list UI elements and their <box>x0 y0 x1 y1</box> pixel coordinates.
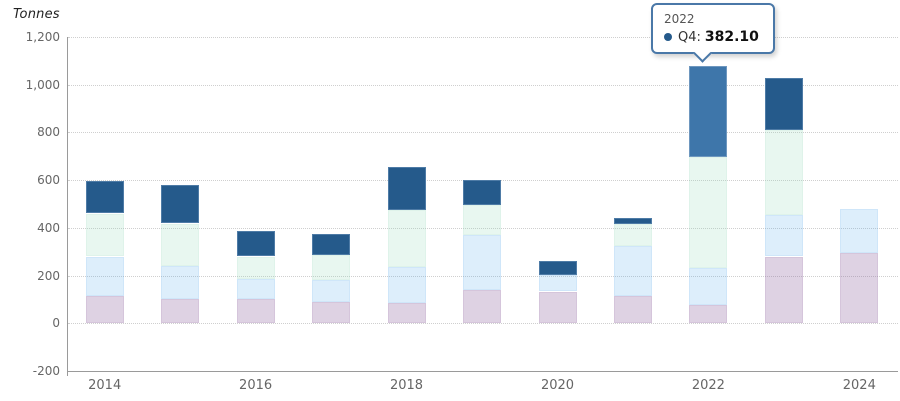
tooltip-series-label: Q4: <box>678 29 701 45</box>
y-tick-label: 400 <box>37 220 60 235</box>
bar-2014-q4[interactable] <box>85 181 124 214</box>
bar-2014-q3[interactable] <box>85 213 124 257</box>
bar-2015-q3[interactable] <box>161 223 200 267</box>
y-tick-label: 200 <box>37 268 60 283</box>
bar-2019-q1[interactable] <box>463 289 501 324</box>
gridline-400 <box>68 227 898 229</box>
y-tick-label: -200 <box>32 364 60 378</box>
x-tick-label: 2018 <box>389 378 424 393</box>
gridline-200 <box>68 275 898 277</box>
bar-2018-q2[interactable] <box>387 267 426 303</box>
tooltip-value: 382.10 <box>704 29 759 45</box>
bar-2018-q3[interactable] <box>387 210 426 268</box>
bar-2017-q4[interactable] <box>312 233 351 256</box>
bar-2024-q2[interactable] <box>840 208 879 253</box>
gridline-800 <box>68 132 898 134</box>
bar-2023-q1[interactable] <box>764 256 803 324</box>
bar-2018-q1[interactable] <box>387 303 426 324</box>
y-axis-title: Tonnes <box>13 7 60 22</box>
x-tick-label: 2020 <box>540 378 575 393</box>
bar-2023-q4[interactable] <box>764 77 803 131</box>
series-bullet-icon <box>664 33 672 41</box>
bar-2020-q4[interactable] <box>538 261 577 276</box>
bar-2021-q1[interactable] <box>613 295 652 324</box>
y-tick-label: 800 <box>37 125 60 140</box>
x-tick-label: 2014 <box>88 378 122 393</box>
bar-2019-q4[interactable] <box>463 180 501 206</box>
tooltip-row: Q4: 382.10 <box>664 29 759 45</box>
x-axis-tick <box>67 371 68 376</box>
bar-2020-q2[interactable] <box>538 275 577 292</box>
bar-2014-q1[interactable] <box>85 295 124 324</box>
y-tick-label: 600 <box>37 173 60 188</box>
bar-2016-q4[interactable] <box>236 231 275 257</box>
bar-2017-q2[interactable] <box>312 280 351 302</box>
bar-2023-q2[interactable] <box>764 214 803 257</box>
tooltip: 2022 Q4: 382.10 <box>651 3 775 63</box>
y-tick-label: 1,000 <box>25 77 60 92</box>
x-tick-label: 2024 <box>842 378 876 393</box>
bar-2021-q2[interactable] <box>613 245 652 296</box>
bar-2015-q2[interactable] <box>161 266 200 300</box>
y-tick-label: 1,200 <box>25 30 60 44</box>
bar-2022-q3[interactable] <box>689 156 728 268</box>
bar-2018-q4[interactable] <box>387 167 426 210</box>
bar-2022-q1[interactable] <box>689 304 728 324</box>
bar-2019-q2[interactable] <box>463 235 501 290</box>
tooltip-title: 2022 <box>664 12 695 26</box>
bar-2019-q3[interactable] <box>463 205 501 235</box>
gridline-1000 <box>68 84 898 86</box>
x-tick-label: 2016 <box>239 378 273 393</box>
bar-2021-q4[interactable] <box>613 217 652 225</box>
gridline-0 <box>68 323 898 325</box>
bar-2017-q1[interactable] <box>312 301 351 324</box>
bar-2021-q3[interactable] <box>613 224 652 246</box>
bar-2023-q3[interactable] <box>764 130 803 215</box>
bar-2014-q2[interactable] <box>85 256 124 296</box>
y-tick-label: 0 <box>52 316 60 331</box>
bar-2020-q1[interactable] <box>538 291 577 324</box>
bar-2016-q1[interactable] <box>236 299 275 324</box>
bar-2016-q3[interactable] <box>236 256 275 280</box>
bar-2016-q2[interactable] <box>236 279 275 300</box>
x-tick-label: 2022 <box>691 378 725 393</box>
bar-2017-q3[interactable] <box>312 255 351 281</box>
bar-2024-q1[interactable] <box>840 252 879 324</box>
gridline-1200 <box>68 37 898 38</box>
bar-2022-q4[interactable] <box>689 65 728 157</box>
bar-2022-q2[interactable] <box>689 267 728 305</box>
bar-2015-q1[interactable] <box>161 299 200 324</box>
bar-2015-q4[interactable] <box>161 184 200 224</box>
